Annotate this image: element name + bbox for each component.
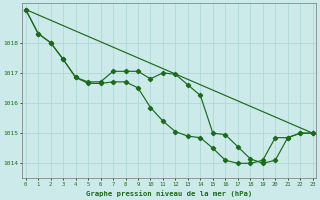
X-axis label: Graphe pression niveau de la mer (hPa): Graphe pression niveau de la mer (hPa) — [86, 190, 252, 197]
